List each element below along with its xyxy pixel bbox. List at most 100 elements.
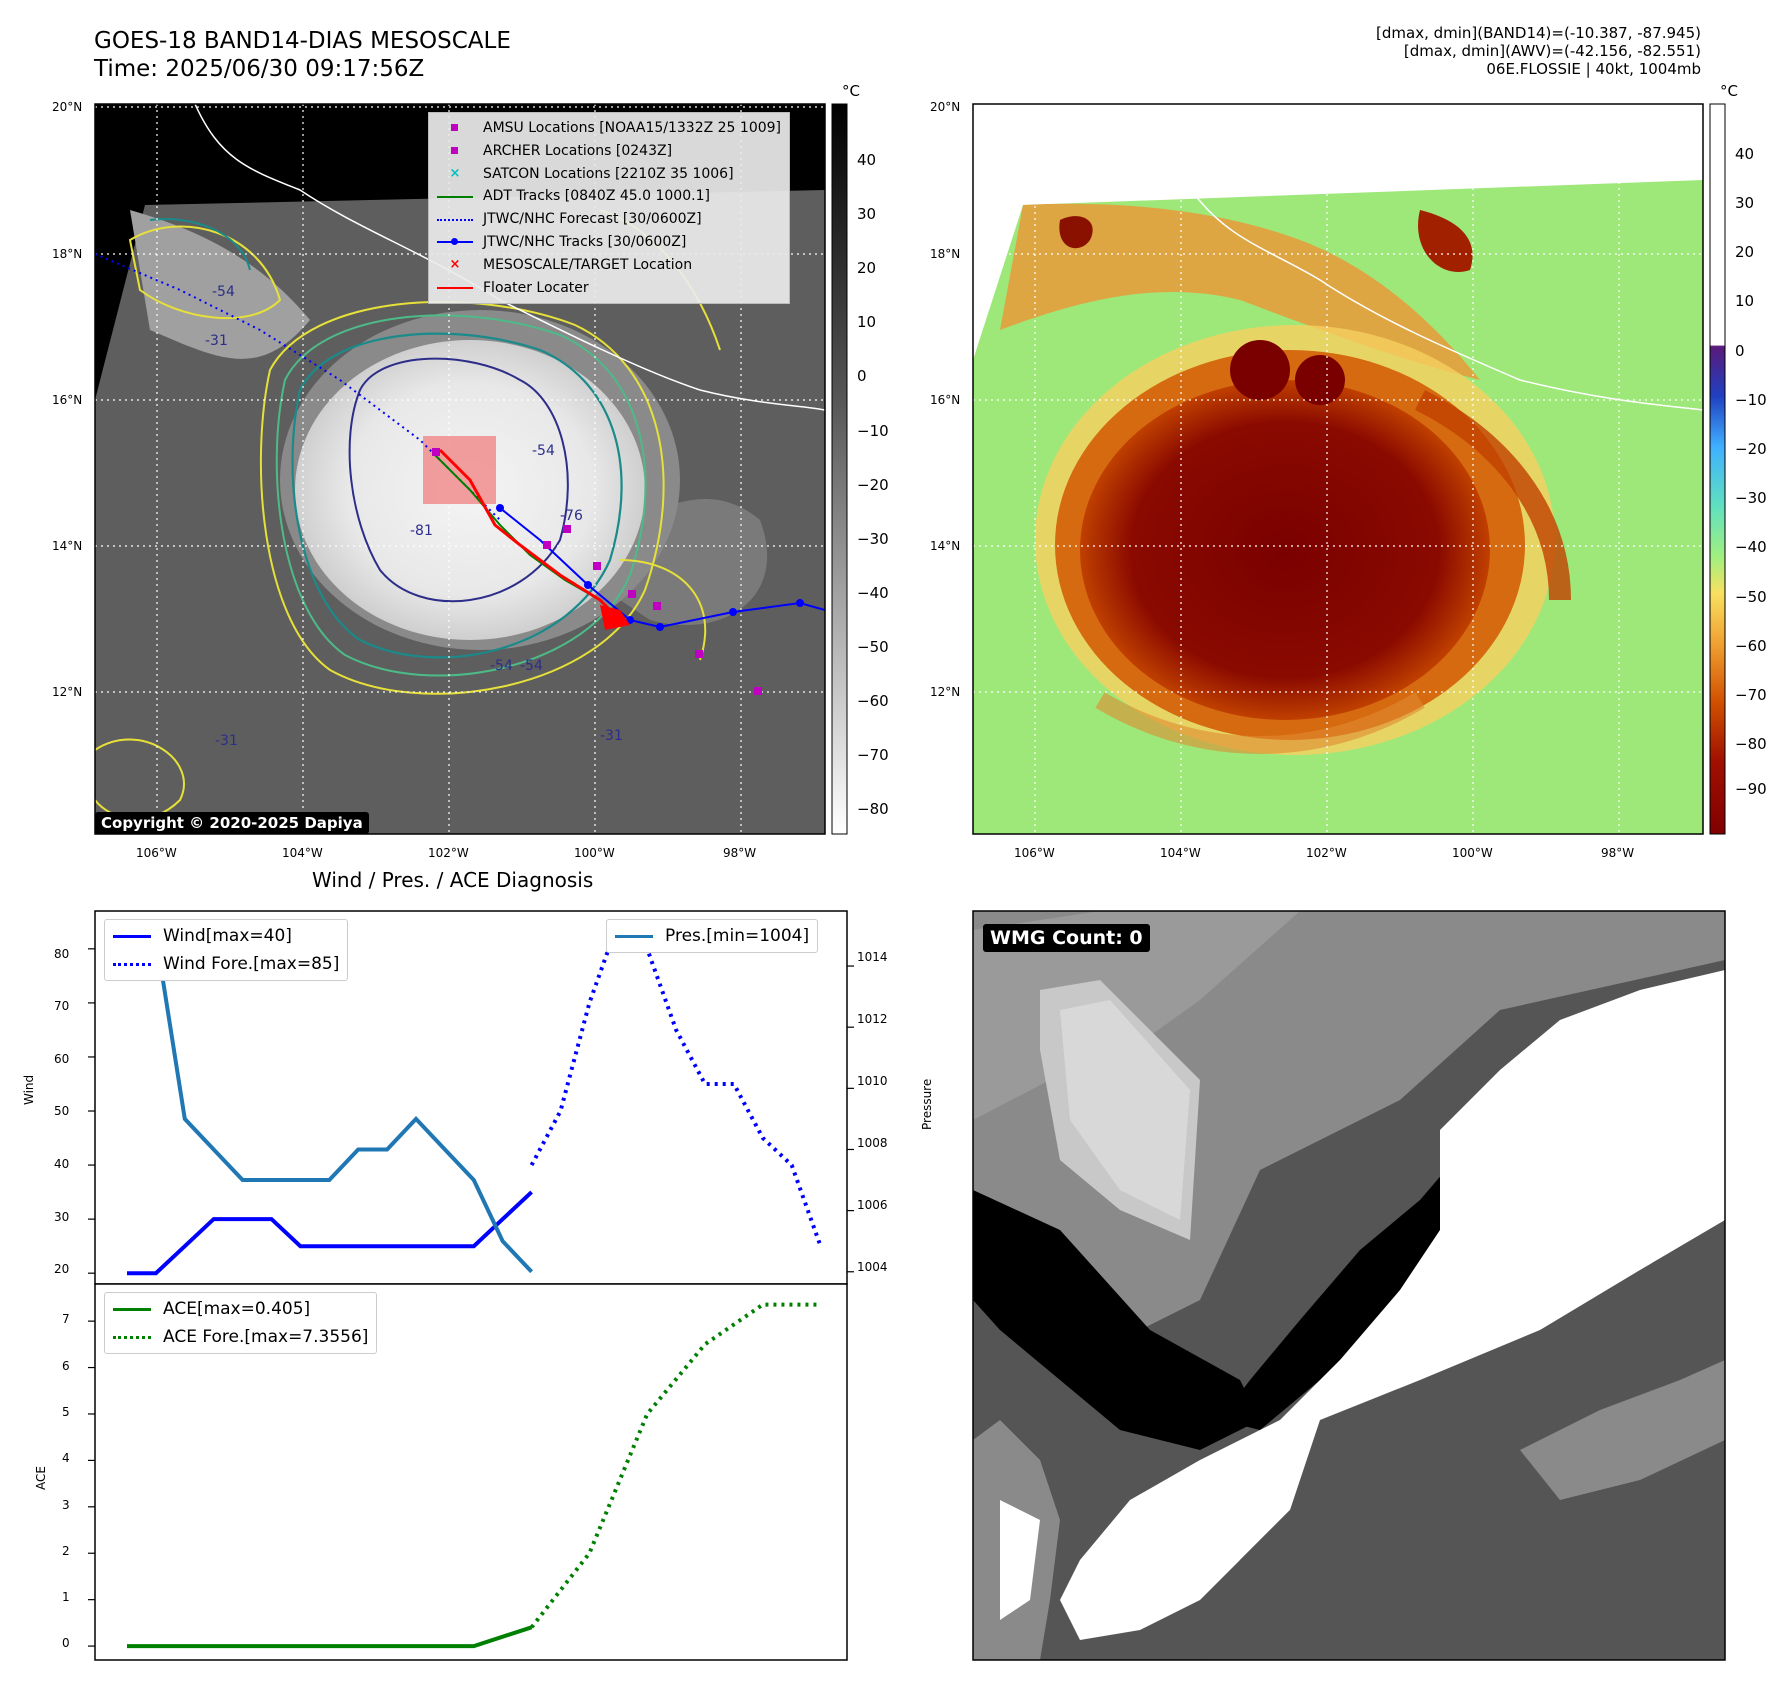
wv-lat-14n: 14°N [930, 539, 961, 553]
wind-tick: 80 [54, 947, 70, 961]
ir-lat-20n: 20°N [52, 100, 83, 114]
ir-cb-tick: −60 [857, 692, 889, 710]
svg-text:-54: -54 [532, 443, 555, 459]
ace-series-0 [127, 1625, 533, 1649]
legend-wind-forecast: Wind Fore.[max=85] [113, 950, 339, 978]
ace-series-1 [530, 1302, 821, 1629]
wind-pressure-series-1 [529, 918, 823, 1247]
ir-lon-102w: 102°W [428, 846, 469, 860]
wv-lon-98w: 98°W [1601, 846, 1635, 860]
ir-contour-labels: -54 -54 -31 -81 -54 -31 -54 -31 -76 [205, 284, 623, 749]
axis-tick-marks [88, 948, 854, 1647]
wv-map-frame [972, 103, 1704, 835]
ir-cb-tick: 10 [857, 313, 877, 331]
legend-satcon: × SATCON Locations [2210Z 35 1006] [449, 165, 734, 182]
ace-tick: 0 [62, 1636, 70, 1650]
wv-colorbar-unit: °C [1720, 82, 1738, 100]
legend-jtwc-forecast: JTWC/NHC Forecast [30/0600Z] [435, 208, 781, 231]
ace-tick: 5 [62, 1405, 70, 1419]
wind-tick: 60 [54, 1052, 70, 1066]
legend-jtwc-tracks: JTWC/NHC Tracks [30/0600Z] [435, 231, 781, 254]
target-cluster [600, 605, 630, 630]
wv-cb-tick: −10 [1735, 391, 1767, 409]
wind-pressure-series-0 [127, 1190, 533, 1276]
ir-cb-tick: −40 [857, 584, 889, 602]
ir-cb-tick: −30 [857, 530, 889, 548]
wind-tick: 70 [54, 999, 70, 1013]
wv-cb-tick: −60 [1735, 637, 1767, 655]
wv-lat-18n: 18°N [930, 247, 961, 261]
wv-lat-16n: 16°N [930, 393, 961, 407]
wv-cb-tick: −90 [1735, 780, 1767, 798]
wv-lon-100w: 100°W [1452, 846, 1493, 860]
ir-lat-16n: 16°N [52, 393, 83, 407]
legend-archer: ARCHER Locations [0243Z] [435, 140, 781, 163]
svg-text:-31: -31 [205, 333, 228, 349]
wv-cb-tick: 0 [1735, 342, 1745, 360]
legend-floater: Floater Locater [435, 277, 781, 300]
ir-cb-tick: −50 [857, 638, 889, 656]
wv-cb-tick: 30 [1735, 194, 1755, 212]
wind-tick: 50 [54, 1104, 70, 1118]
info-storm-summary: 06E.FLOSSIE | 40kt, 1004mb [1486, 60, 1701, 78]
ace-tick: 3 [62, 1498, 70, 1512]
legend-adt: ADT Tracks [0840Z 45.0 1000.1] [435, 185, 781, 208]
ir-cb-tick: 30 [857, 205, 877, 223]
ir-cb-tick: −80 [857, 800, 889, 818]
wmg-image [973, 911, 1725, 1660]
ir-lat-14n: 14°N [52, 539, 83, 553]
wv-cb-tick: −40 [1735, 538, 1767, 556]
wv-cb-tick: −30 [1735, 489, 1767, 507]
ir-lon-98w: 98°W [723, 846, 757, 860]
legend-ace-forecast: ACE Fore.[max=7.3556] [113, 1323, 368, 1351]
wv-lat-20n: 20°N [930, 100, 961, 114]
wv-map-body [973, 104, 1703, 834]
ace-tick: 1 [62, 1590, 70, 1604]
wv-lat-12n: 12°N [930, 685, 961, 699]
svg-text:-54: -54 [490, 658, 513, 674]
wv-map-grid [973, 104, 1703, 834]
wv-cb-tick: −70 [1735, 686, 1767, 704]
wind-tick: 20 [54, 1262, 70, 1276]
legend-amsu: AMSU Locations [NOAA15/1332Z 25 1009] [435, 117, 781, 140]
wmg-count-badge: WMG Count: 0 [983, 924, 1150, 952]
pressure-tick: 1010 [857, 1074, 888, 1088]
diagnosis-title: Wind / Pres. / ACE Diagnosis [312, 868, 594, 892]
floater-track [438, 448, 622, 622]
figure-title: GOES-18 BAND14-DIAS MESOSCALE [94, 28, 511, 54]
wind-legend: Wind[max=40] Wind Fore.[max=85] [104, 919, 349, 981]
wv-lon-104w: 104°W [1160, 846, 1201, 860]
ir-cb-tick: 0 [857, 367, 867, 385]
ace-marks [127, 1302, 821, 1649]
pressure-tick: 1006 [857, 1198, 888, 1212]
svg-text:-81: -81 [410, 523, 433, 539]
pressure-tick: 1008 [857, 1136, 888, 1150]
pressure-tick: 1012 [857, 1012, 888, 1026]
ir-cb-tick: −10 [857, 422, 889, 440]
jtwc-track-points [496, 504, 804, 631]
wv-cb-tick: 20 [1735, 243, 1755, 261]
svg-text:-31: -31 [600, 728, 623, 744]
legend-pressure: Pres.[min=1004] [615, 922, 809, 950]
ace-tick: 7 [62, 1312, 70, 1326]
ir-colorbar [831, 103, 848, 835]
ir-cb-tick: −20 [857, 476, 889, 494]
wv-cb-tick: 10 [1735, 292, 1755, 310]
svg-text:-54: -54 [212, 284, 235, 300]
ace-tick: 2 [62, 1544, 70, 1558]
svg-text:-76: -76 [560, 508, 583, 524]
info-block: [dmax, dmin](BAND14)=(-10.387, -87.945) … [1376, 24, 1701, 78]
wmg-frame [972, 910, 1726, 1661]
wind-tick: 40 [54, 1157, 70, 1171]
wv-cb-tick: −80 [1735, 735, 1767, 753]
wv-cb-tick: −50 [1735, 588, 1767, 606]
wind-tick: 30 [54, 1210, 70, 1224]
figure-time: Time: 2025/06/30 09:17:56Z [94, 56, 425, 82]
legend-wind: Wind[max=40] [113, 922, 339, 950]
svg-text:-54: -54 [520, 658, 543, 674]
ir-legend: AMSU Locations [NOAA15/1332Z 25 1009] AR… [428, 112, 791, 305]
ir-lat-18n: 18°N [52, 247, 83, 261]
wv-cb-tick: 40 [1735, 145, 1755, 163]
wind-pressure-marks [127, 918, 823, 1276]
